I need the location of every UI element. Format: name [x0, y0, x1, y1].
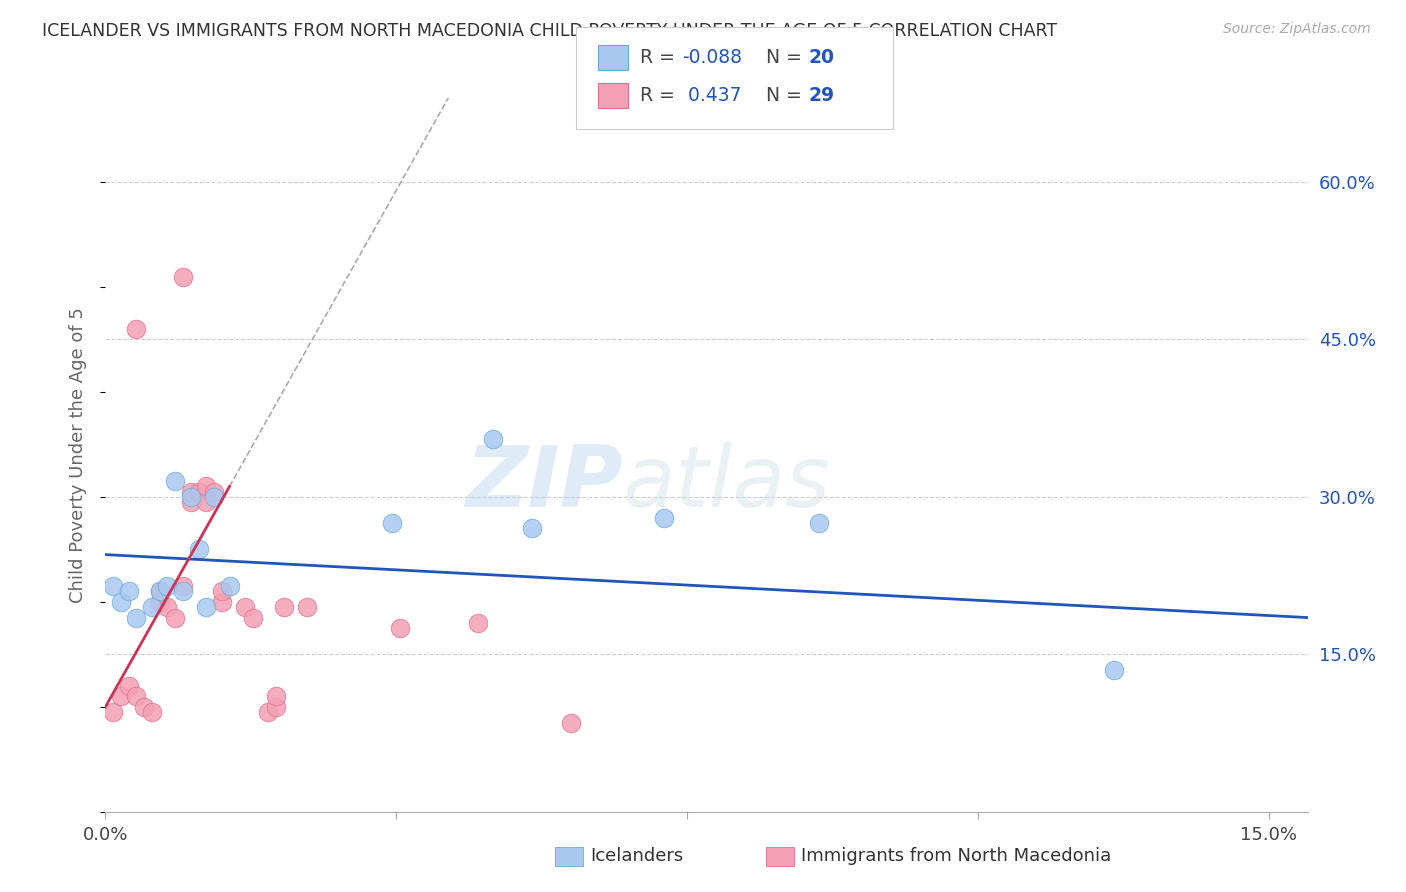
Point [467, 615, 489, 630]
Point [233, 600, 256, 615]
Point [141, 600, 163, 615]
Point [202, 484, 225, 499]
Point [560, 715, 582, 730]
Point [141, 705, 163, 719]
Point [273, 600, 295, 615]
Text: ZIP: ZIP [465, 442, 623, 525]
Point [172, 579, 194, 593]
Point [187, 484, 209, 499]
Text: -0.088: -0.088 [682, 48, 742, 68]
Point [103, 705, 125, 719]
Text: Immigrants from North Macedonia: Immigrants from North Macedonia [801, 847, 1112, 865]
Point [149, 595, 172, 609]
Point [180, 490, 202, 504]
Y-axis label: Child Poverty Under the Age of 5: Child Poverty Under the Age of 5 [69, 307, 87, 603]
Text: Icelanders: Icelanders [591, 847, 683, 865]
Point [172, 584, 194, 599]
Point [202, 490, 225, 504]
Point [156, 600, 179, 615]
Point [103, 579, 125, 593]
Text: R =: R = [640, 86, 681, 105]
Text: ICELANDER VS IMMIGRANTS FROM NORTH MACEDONIA CHILD POVERTY UNDER THE AGE OF 5 CO: ICELANDER VS IMMIGRANTS FROM NORTH MACED… [42, 22, 1057, 40]
Text: R =: R = [640, 48, 681, 68]
Text: N =: N = [766, 86, 808, 105]
Point [125, 690, 148, 704]
Point [149, 584, 172, 599]
Point [110, 690, 132, 704]
Point [125, 322, 148, 336]
Point [172, 269, 194, 284]
Point [242, 610, 264, 624]
Point [195, 600, 218, 615]
Point [264, 699, 287, 714]
Point [295, 600, 318, 615]
Text: 20: 20 [808, 48, 834, 68]
Point [211, 584, 233, 599]
Text: atlas: atlas [623, 442, 831, 525]
Point [165, 474, 187, 488]
Point [1102, 663, 1125, 677]
Text: N =: N = [766, 48, 808, 68]
Point [195, 479, 218, 493]
Point [264, 690, 287, 704]
Point [211, 595, 233, 609]
Point [134, 699, 156, 714]
Text: 29: 29 [808, 86, 835, 105]
Point [381, 516, 404, 530]
Point [165, 610, 187, 624]
Point [180, 495, 202, 509]
Point [257, 705, 280, 719]
Point [389, 621, 412, 635]
Point [118, 584, 141, 599]
Point [187, 542, 209, 557]
Point [520, 521, 543, 535]
Point [195, 495, 218, 509]
Text: Source: ZipAtlas.com: Source: ZipAtlas.com [1223, 22, 1371, 37]
Point [149, 584, 172, 599]
Point [652, 511, 675, 525]
Point [156, 579, 179, 593]
Point [807, 516, 830, 530]
Point [118, 679, 141, 693]
Point [110, 595, 132, 609]
Point [125, 610, 148, 624]
Point [180, 484, 202, 499]
Point [482, 432, 505, 446]
Point [218, 579, 240, 593]
Text: 0.437: 0.437 [682, 86, 741, 105]
